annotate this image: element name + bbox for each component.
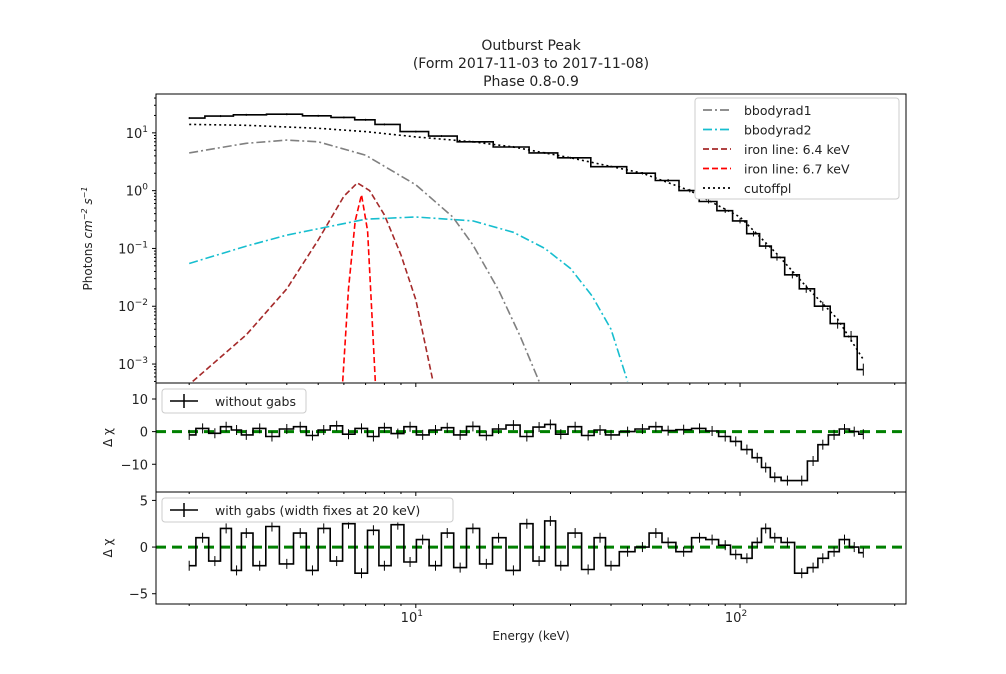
y-tick-label: 0 <box>140 541 148 556</box>
series-iron-line-6-4-kev <box>192 181 434 383</box>
x-tick-label: 102 <box>725 609 747 626</box>
legend-label: iron line: 6.4 keV <box>744 142 850 157</box>
y-tick-label: 10−2 <box>118 298 148 315</box>
series-bbodyrad2 <box>188 216 629 382</box>
legend-label: with gabs (width fixes at 20 keV) <box>215 503 420 518</box>
plot-area <box>188 113 864 383</box>
axes-frame <box>155 491 907 605</box>
x-tick-exponent: 1 <box>417 609 423 619</box>
title-line-2: (Form 2017-11-03 to 2017-11-08) <box>413 56 649 72</box>
y-tick-exponent: −2 <box>135 298 148 308</box>
y-tick-label: −5 <box>129 588 148 603</box>
legend-frame <box>694 97 900 200</box>
y-label-part: Photons <box>81 239 95 291</box>
series-bbodyrad1 <box>189 139 540 382</box>
legend: bbodyrad1 bbodyrad2 iron line: 6.4 keV iron… <box>694 97 900 200</box>
legend-frame <box>161 388 307 414</box>
panel-3: 5 0 −5 Δ χ with gabs (width fixes at 20 keV) <box>101 491 907 608</box>
figure-title: Outburst Peak (Form 2017-11-03 to 2017-1… <box>413 38 649 90</box>
y-tick-label: 10−3 <box>118 356 148 373</box>
legend-label: cutoffpl <box>744 181 791 196</box>
series-iron-line-6-7-kev <box>341 194 377 382</box>
panel-2: 10 0 −10 Δ χ without gabs <box>101 382 907 496</box>
y-tick-label: 10−1 <box>118 240 148 257</box>
y-tick-label: 100 <box>126 183 149 200</box>
plot-area <box>156 515 906 579</box>
y-tick-exponent: 1 <box>142 125 148 135</box>
y-axis-label: Δ χ <box>101 538 115 557</box>
y-tick-label: 0 <box>140 426 148 441</box>
y-tick-label: −10 <box>121 458 148 473</box>
y-label-part: −2 <box>80 208 89 220</box>
legend-label: bbodyrad2 <box>744 123 812 138</box>
legend-label: bbodyrad1 <box>744 103 812 118</box>
title-line-1: Outburst Peak <box>481 38 581 54</box>
plot-area <box>156 419 906 486</box>
y-tick-label: 101 <box>126 125 148 142</box>
x-tick-exponent: 2 <box>741 609 747 619</box>
series-data <box>189 113 864 371</box>
y-label-part: −1 <box>80 187 89 199</box>
y-tick-exponent: 0 <box>142 183 148 193</box>
legend-label: without gabs <box>215 394 296 409</box>
legend: with gabs (width fixes at 20 keV) <box>161 497 454 523</box>
y-label-part: s <box>81 198 95 208</box>
y-tick-exponent: −1 <box>135 240 148 250</box>
x-axis-label: Energy (keV) <box>492 629 569 643</box>
y-axis-label: Photons cm−2 s−1 <box>80 187 95 291</box>
legend-label: iron line: 6.7 keV <box>744 162 850 177</box>
series-cutoffpl <box>189 123 864 360</box>
legend-frame <box>161 497 454 523</box>
series-without-gabs <box>189 423 864 482</box>
y-tick-label: 5 <box>140 494 148 509</box>
y-axis-label: Δ χ <box>101 428 115 447</box>
y-label-part: cm <box>81 220 95 238</box>
legend: without gabs <box>161 388 307 414</box>
x-tick-label: 101 <box>401 609 423 626</box>
y-tick-exponent: −3 <box>135 356 148 366</box>
title-line-3: Phase 0.8-0.9 <box>483 74 579 90</box>
y-tick-label: 10 <box>131 393 148 408</box>
